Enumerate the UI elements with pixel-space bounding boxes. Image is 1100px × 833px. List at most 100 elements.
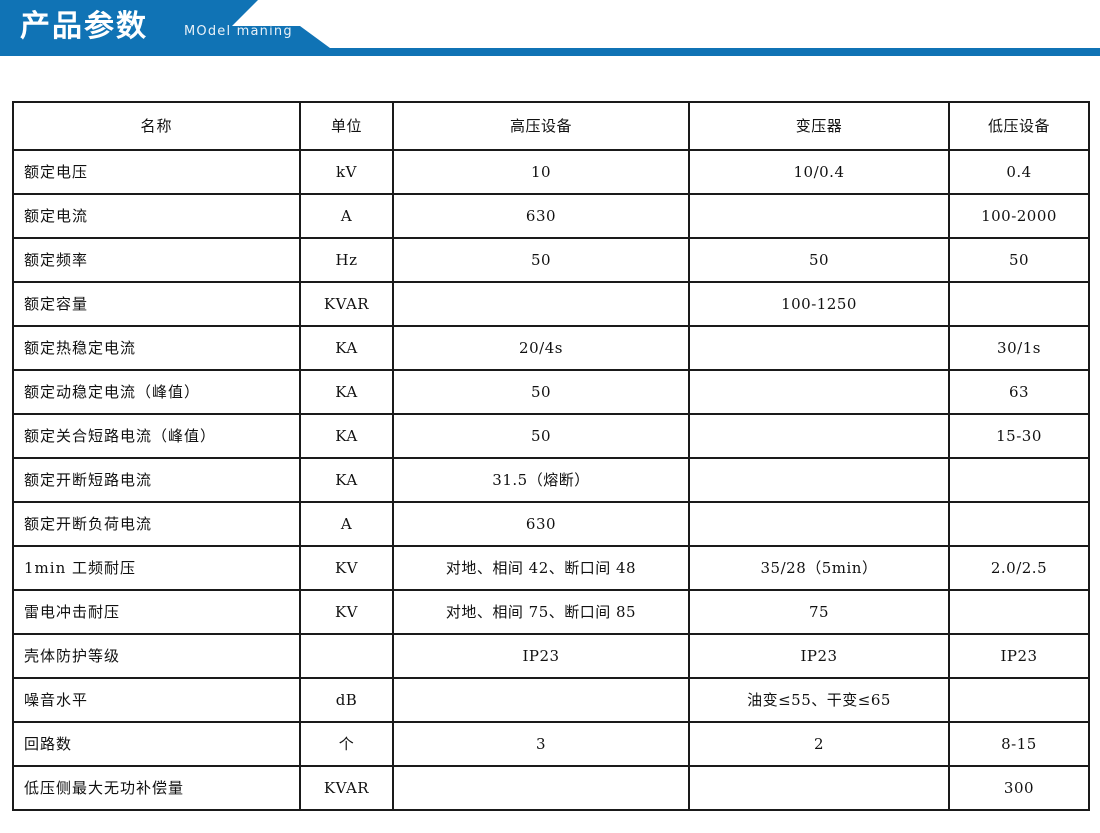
table-row: 回路数个 3 2 8-15: [12, 721, 1090, 767]
cell-hv: [392, 281, 690, 327]
cell-name: 1min 工频耐压: [12, 545, 301, 591]
cell-tr: 75: [688, 589, 950, 635]
cell-unit: KVAR: [299, 765, 394, 811]
cell-unit: kV: [299, 149, 394, 195]
table-row: 1min 工频耐压 KV 对地、相间 42、断口间 48 35/28（5min） 2.0…: [12, 545, 1090, 591]
table-row: 低压侧最大无功补偿量 KVAR 300: [12, 765, 1090, 811]
cell-hv: [392, 765, 690, 811]
cell-lv: [948, 501, 1090, 547]
cell-unit: KA: [299, 457, 394, 503]
cell-tr: 100-1250: [688, 281, 950, 327]
cell-lv: 100-2000: [948, 193, 1090, 239]
cell-lv: 63: [948, 369, 1090, 415]
cell-name: 雷电冲击耐压: [12, 589, 301, 635]
page-subtitle: MOdel maning: [184, 24, 293, 39]
cell-lv: 2.0/2.5: [948, 545, 1090, 591]
cell-tr: [688, 193, 950, 239]
cell-unit: [299, 633, 394, 679]
cell-name: 低压侧最大无功补偿量: [12, 765, 301, 811]
cell-name: 额定电压: [12, 149, 301, 195]
table-row: 额定开断短路电流 KA 31.5（熔断）: [12, 457, 1090, 503]
cell-name: 额定开断短路电流: [12, 457, 301, 503]
cell-name: 回路数: [12, 721, 301, 767]
page-title: 产品参数: [20, 9, 148, 44]
cell-name: 壳体防护等级: [12, 633, 301, 679]
cell-name: 额定动稳定电流（峰值）: [12, 369, 301, 415]
cell-unit: KVAR: [299, 281, 394, 327]
page-header-banner: 产品参数 MOdel maning: [0, 0, 1100, 62]
column-header-transformer: 变压器: [688, 101, 950, 151]
cell-unit: KV: [299, 589, 394, 635]
table-header: 名称 单位 高压设备 变压器 低压设备: [12, 101, 1090, 151]
table-row: 噪音水平 dB 油变≤55、干变≤65: [12, 677, 1090, 723]
cell-tr: 35/28（5min）: [688, 545, 950, 591]
column-header-name: 名称: [12, 101, 301, 151]
cell-hv: 对地、相间 42、断口间 48: [392, 545, 690, 591]
table-row: 额定关合短路电流（峰值） KA 50 15-30: [12, 413, 1090, 459]
cell-name: 额定热稳定电流: [12, 325, 301, 371]
cell-tr: [688, 457, 950, 503]
cell-hv: 20/4s: [392, 325, 690, 371]
cell-hv: IP23: [392, 633, 690, 679]
cell-lv: [948, 589, 1090, 635]
cell-tr: [688, 369, 950, 415]
cell-unit: 个: [299, 721, 394, 767]
table-row: 壳体防护等级 IP23 IP23 IP23: [12, 633, 1090, 679]
cell-hv: 3: [392, 721, 690, 767]
cell-tr: 50: [688, 237, 950, 283]
column-header-unit: 单位: [299, 101, 394, 151]
cell-unit: KA: [299, 413, 394, 459]
column-header-hv-equipment: 高压设备: [392, 101, 690, 151]
cell-hv: [392, 677, 690, 723]
cell-hv: 10: [392, 149, 690, 195]
cell-name: 额定容量: [12, 281, 301, 327]
table-row: 额定频率 Hz 50 50 50: [12, 237, 1090, 283]
cell-lv: [948, 457, 1090, 503]
cell-hv: 50: [392, 413, 690, 459]
cell-tr: 2: [688, 721, 950, 767]
product-spec-table: 名称 单位 高压设备 变压器 低压设备 额定电压 kV 10 10/0.4 0.4 额定…: [12, 101, 1090, 811]
column-header-lv-equipment: 低压设备: [948, 101, 1090, 151]
table-body: 额定电压 kV 10 10/0.4 0.4 额定电流 A 630 100-2000 额定频率 H…: [12, 149, 1090, 811]
cell-lv: 30/1s: [948, 325, 1090, 371]
table-row: 雷电冲击耐压 KV 对地、相间 75、断口间 85 75: [12, 589, 1090, 635]
cell-hv: 50: [392, 369, 690, 415]
cell-tr: [688, 765, 950, 811]
cell-unit: A: [299, 193, 394, 239]
cell-name: 额定开断负荷电流: [12, 501, 301, 547]
cell-name: 额定关合短路电流（峰值）: [12, 413, 301, 459]
table-row: 额定动稳定电流（峰值） KA 50 63: [12, 369, 1090, 415]
table-row: 额定容量 KVAR 100-1250: [12, 281, 1090, 327]
cell-name: 噪音水平: [12, 677, 301, 723]
cell-hv: 630: [392, 501, 690, 547]
cell-lv: IP23: [948, 633, 1090, 679]
spec-table-wrap: 名称 单位 高压设备 变压器 低压设备 额定电压 kV 10 10/0.4 0.4 额定…: [12, 101, 1090, 811]
table-row: 额定电流 A 630 100-2000: [12, 193, 1090, 239]
cell-lv: [948, 281, 1090, 327]
cell-unit: dB: [299, 677, 394, 723]
cell-lv: 0.4: [948, 149, 1090, 195]
cell-name: 额定电流: [12, 193, 301, 239]
table-row: 额定热稳定电流 KA 20/4s 30/1s: [12, 325, 1090, 371]
cell-unit: KA: [299, 369, 394, 415]
cell-unit: KV: [299, 545, 394, 591]
cell-lv: 50: [948, 237, 1090, 283]
cell-hv: 对地、相间 75、断口间 85: [392, 589, 690, 635]
cell-tr: 10/0.4: [688, 149, 950, 195]
cell-unit: A: [299, 501, 394, 547]
cell-hv: 50: [392, 237, 690, 283]
cell-lv: 15-30: [948, 413, 1090, 459]
cell-tr: IP23: [688, 633, 950, 679]
table-row: 额定电压 kV 10 10/0.4 0.4: [12, 149, 1090, 195]
cell-tr: [688, 325, 950, 371]
cell-lv: [948, 677, 1090, 723]
cell-unit: Hz: [299, 237, 394, 283]
cell-unit: KA: [299, 325, 394, 371]
cell-tr: [688, 413, 950, 459]
cell-name: 额定频率: [12, 237, 301, 283]
table-row: 额定开断负荷电流 A 630: [12, 501, 1090, 547]
cell-hv: 31.5（熔断）: [392, 457, 690, 503]
table-header-row: 名称 单位 高压设备 变压器 低压设备: [12, 101, 1090, 151]
cell-tr: 油变≤55、干变≤65: [688, 677, 950, 723]
banner-shape: [0, 0, 1100, 56]
